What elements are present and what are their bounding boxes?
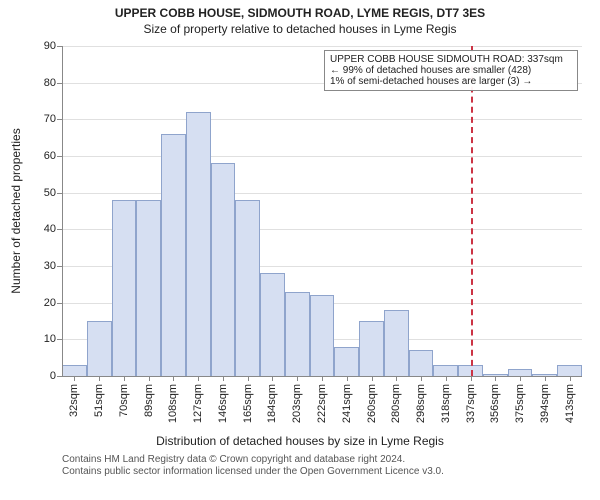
x-tick-label: 318sqm [440, 384, 452, 423]
y-axis-line [62, 46, 63, 376]
callout-line-1: UPPER COBB HOUSE SIDMOUTH ROAD: 337sqm [330, 54, 572, 65]
x-tick-label: 89sqm [143, 384, 155, 417]
x-tick-label: 280sqm [390, 384, 402, 423]
histogram-bar [310, 295, 335, 376]
x-tick-label: 298sqm [415, 384, 427, 423]
x-tick-label: 108sqm [167, 384, 179, 423]
histogram-bar [260, 273, 285, 376]
y-tick-label: 10 [34, 333, 56, 345]
x-tick-label: 356sqm [489, 384, 501, 423]
y-tick-label: 70 [34, 113, 56, 125]
chart-title-main: UPPER COBB HOUSE, SIDMOUTH ROAD, LYME RE… [0, 0, 600, 20]
histogram-bar [186, 112, 211, 376]
histogram-bar [62, 365, 87, 376]
footer-line-1: Contains HM Land Registry data © Crown c… [62, 454, 444, 466]
histogram-bar [87, 321, 112, 376]
histogram-bar [409, 350, 434, 376]
x-tick-label: 413sqm [564, 384, 576, 423]
x-tick-label: 184sqm [266, 384, 278, 423]
y-tick-label: 20 [34, 297, 56, 309]
attribution-footer: Contains HM Land Registry data © Crown c… [62, 454, 444, 478]
y-tick-label: 40 [34, 223, 56, 235]
chart-container: UPPER COBB HOUSE, SIDMOUTH ROAD, LYME RE… [0, 0, 600, 500]
callout-line-2: ← 99% of detached houses are smaller (42… [330, 65, 572, 76]
histogram-bar [211, 163, 236, 376]
x-tick-label: 32sqm [68, 384, 80, 417]
y-axis-label: Number of detached properties [9, 128, 23, 293]
marker-callout: UPPER COBB HOUSE SIDMOUTH ROAD: 337sqm ←… [324, 50, 578, 91]
histogram-bar [557, 365, 582, 376]
histogram-bar [508, 369, 533, 376]
y-tick-label: 0 [34, 370, 56, 382]
chart-title-sub: Size of property relative to detached ho… [0, 20, 600, 36]
gridline [62, 119, 582, 120]
histogram-bar [235, 200, 260, 376]
histogram-bar [136, 200, 161, 376]
x-axis-line [62, 376, 582, 377]
callout-line-3: 1% of semi-detached houses are larger (3… [330, 76, 572, 87]
x-tick-label: 222sqm [316, 384, 328, 423]
histogram-bar [112, 200, 137, 376]
x-tick-label: 394sqm [539, 384, 551, 423]
y-tick-label: 80 [34, 77, 56, 89]
x-tick-label: 260sqm [366, 384, 378, 423]
histogram-bar [161, 134, 186, 376]
gridline [62, 46, 582, 47]
y-tick-label: 90 [34, 40, 56, 52]
x-tick-label: 375sqm [514, 384, 526, 423]
gridline [62, 156, 582, 157]
y-tick-label: 60 [34, 150, 56, 162]
histogram-bar [285, 292, 310, 376]
plot-area: 010203040506070809032sqm51sqm70sqm89sqm1… [62, 46, 582, 376]
gridline [62, 193, 582, 194]
x-axis-label: Distribution of detached houses by size … [0, 434, 600, 448]
y-tick-label: 50 [34, 187, 56, 199]
marker-line [471, 46, 473, 376]
x-tick-label: 146sqm [217, 384, 229, 423]
histogram-bar [384, 310, 409, 376]
y-tick-label: 30 [34, 260, 56, 272]
histogram-bar [433, 365, 458, 376]
footer-line-2: Contains public sector information licen… [62, 466, 444, 478]
x-tick-label: 203sqm [291, 384, 303, 423]
x-tick-label: 70sqm [118, 384, 130, 417]
x-tick-label: 241sqm [341, 384, 353, 423]
histogram-bar [334, 347, 359, 376]
x-tick-label: 337sqm [465, 384, 477, 423]
x-tick-label: 165sqm [242, 384, 254, 423]
x-tick-label: 51sqm [93, 384, 105, 417]
histogram-bar [359, 321, 384, 376]
x-tick-label: 127sqm [192, 384, 204, 423]
